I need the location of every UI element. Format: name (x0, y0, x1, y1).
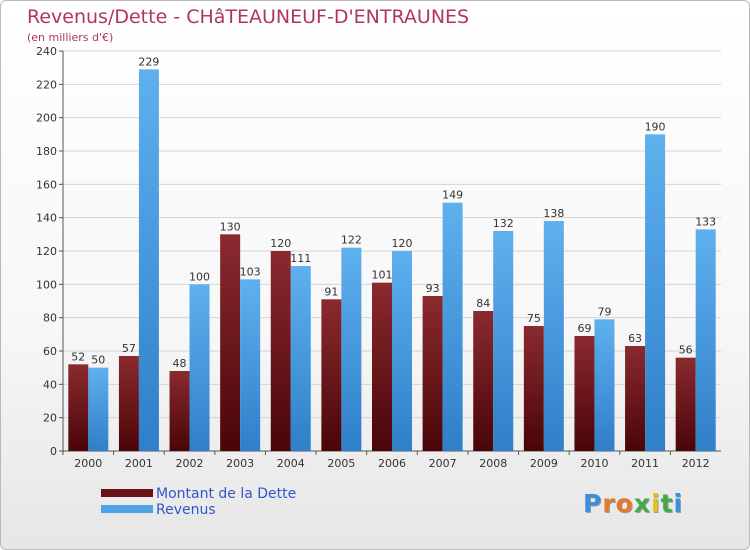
x-tick-label: 2005 (327, 457, 355, 470)
x-tick-label: 2003 (226, 457, 254, 470)
revenue-bar (341, 247, 362, 451)
data-label: 190 (645, 120, 666, 133)
revenue-bar (88, 367, 109, 451)
debt-bar (118, 356, 139, 451)
data-label: 111 (290, 252, 311, 265)
x-tick-label: 2012 (682, 457, 710, 470)
x-tick-label: 2000 (74, 457, 102, 470)
debt-bar (169, 371, 190, 451)
revenue-bar (695, 229, 716, 451)
data-label: 91 (324, 285, 338, 298)
debt-bar (321, 299, 342, 451)
data-label: 229 (138, 55, 159, 68)
revenue-bar (493, 231, 514, 451)
y-tick-label: 60 (43, 345, 57, 358)
data-label: 84 (476, 297, 490, 310)
revenue-bar (645, 134, 666, 452)
legend-label-revenue: Revenus (156, 502, 216, 518)
data-label: 133 (695, 215, 716, 228)
revenue-bar (290, 266, 311, 451)
y-tick-label: 180 (36, 145, 57, 158)
data-label: 75 (527, 312, 541, 325)
data-label: 120 (392, 237, 413, 250)
y-tick-label: 80 (43, 312, 57, 325)
data-label: 52 (71, 350, 85, 363)
data-label: 48 (173, 357, 187, 370)
data-label: 56 (679, 344, 693, 357)
chart-subtitle: (en milliers d'€) (27, 31, 114, 44)
data-label: 132 (493, 217, 514, 230)
x-tick-label: 2004 (277, 457, 305, 470)
y-tick-label: 240 (36, 45, 57, 58)
x-tick-label: 2011 (631, 457, 659, 470)
y-tick-label: 100 (36, 278, 57, 291)
revenue-bar (189, 284, 210, 451)
data-label: 69 (577, 322, 591, 335)
debt-bar (422, 296, 443, 451)
x-tick-label: 2010 (580, 457, 608, 470)
revenue-bar (392, 251, 412, 451)
x-tick-label: 2008 (479, 457, 507, 470)
y-tick-label: 220 (36, 78, 57, 91)
debt-bar (68, 364, 89, 451)
revenue-bar (594, 319, 615, 451)
debt-bar (523, 326, 544, 451)
data-label: 122 (341, 234, 362, 247)
debt-bar (372, 282, 392, 451)
data-label: 138 (543, 207, 564, 220)
debt-bar (574, 336, 595, 451)
y-tick-label: 200 (36, 112, 57, 125)
data-label: 120 (270, 237, 291, 250)
proxiti-logo: Proxiti (583, 489, 684, 518)
debt-bar (675, 357, 696, 451)
data-label: 100 (189, 270, 210, 283)
chart-title: Revenus/Dette - CHâTEAUNEUF-D'ENTRAUNES (27, 6, 470, 28)
data-label: 93 (426, 282, 440, 295)
legend-swatch-debt (101, 489, 153, 497)
data-labels: 52 50 57 229 48 100 130 103 120 111 91 122 101 120 93 1… (71, 55, 716, 370)
legend-label-debt: Montant de la Dette (156, 486, 297, 502)
x-tick-label: 2002 (176, 457, 204, 470)
y-tick-label: 40 (43, 378, 57, 391)
debt-bar (625, 346, 646, 451)
debt-bar (220, 234, 241, 451)
data-label: 103 (240, 265, 261, 278)
data-label: 101 (372, 269, 393, 282)
y-tick-label: 20 (43, 412, 57, 425)
revenue-bar (442, 202, 463, 451)
y-tick-label: 0 (50, 445, 57, 458)
x-tick-label: 2001 (125, 457, 153, 470)
debt-bar (473, 311, 494, 451)
data-label: 63 (628, 332, 642, 345)
data-label: 50 (91, 354, 105, 367)
revenue-bar (240, 279, 261, 451)
data-label: 130 (220, 220, 241, 233)
data-label: 79 (597, 305, 611, 318)
revenue-bar (138, 69, 159, 451)
y-tick-label: 140 (36, 212, 57, 225)
legend-swatch-revenue (101, 505, 153, 513)
x-tick-label: 2006 (378, 457, 406, 470)
y-tick-label: 120 (36, 245, 57, 258)
x-tick-label: 2007 (429, 457, 457, 470)
data-label: 57 (122, 342, 136, 355)
axes: 0 20 40 60 80 100 120 140 160 180 200 220 240 2000 200… (36, 45, 721, 470)
y-tick-label: 160 (36, 178, 57, 191)
x-tick-label: 2009 (530, 457, 558, 470)
revenue-bar (543, 221, 564, 451)
debt-bar (270, 251, 291, 451)
data-label: 149 (442, 189, 463, 202)
bars (68, 69, 716, 452)
